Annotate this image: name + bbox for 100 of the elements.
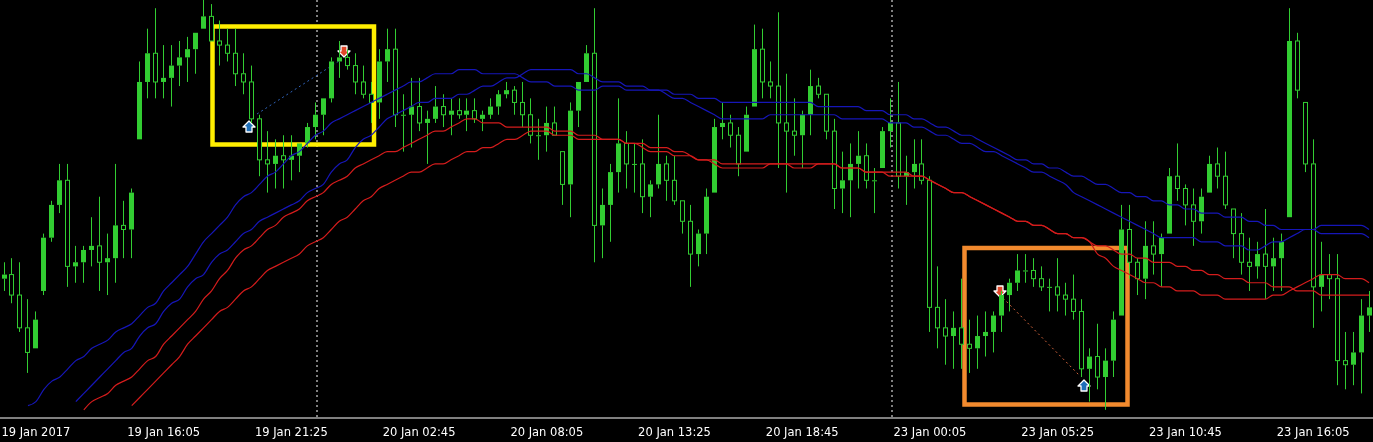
- candlestick: [520, 81, 525, 128]
- candlestick: [369, 81, 374, 124]
- candlestick: [113, 163, 118, 284]
- candlestick: [912, 138, 917, 190]
- candlestick: [720, 101, 725, 140]
- candlestick: [1351, 331, 1356, 386]
- candlestick: [1191, 188, 1196, 247]
- candlestick: [512, 85, 517, 116]
- x-tick-label: 20 Jan 08:05: [510, 425, 584, 439]
- candlestick: [616, 97, 621, 194]
- candlestick: [496, 89, 501, 116]
- candlestick: [105, 233, 110, 296]
- candlestick: [776, 11, 781, 169]
- candlestick: [1063, 282, 1068, 317]
- candlestick: [672, 155, 677, 206]
- candlestick: [1143, 220, 1148, 300]
- candlestick: [1311, 138, 1316, 329]
- candlestick: [1263, 208, 1268, 300]
- candlestick: [1199, 188, 1204, 235]
- candlestick: [1111, 310, 1116, 378]
- candlestick: [73, 245, 78, 284]
- x-tick-label: 19 Jan 21:25: [254, 425, 328, 439]
- x-tick-label: 23 Jan 10:45: [1149, 425, 1222, 439]
- candlestick: [385, 28, 390, 83]
- candlestick: [1247, 237, 1252, 292]
- x-tick-label: 23 Jan 16:05: [1276, 425, 1350, 439]
- candlestick: [784, 73, 789, 194]
- candlestick: [393, 28, 398, 128]
- candlestick: [97, 196, 102, 292]
- candlestick: [41, 233, 46, 296]
- candlestick: [177, 40, 182, 87]
- candlestick: [281, 134, 286, 190]
- candlestick: [161, 44, 166, 99]
- candlestick: [696, 228, 701, 267]
- candlestick: [1215, 147, 1220, 190]
- candlestick: [153, 7, 158, 99]
- candlestick: [959, 278, 964, 370]
- candlestick: [704, 188, 709, 255]
- candlestick: [345, 48, 350, 71]
- candlestick: [480, 110, 485, 132]
- candlestick: [1271, 237, 1276, 292]
- candlestick: [856, 130, 861, 190]
- candlestick: [457, 97, 462, 120]
- candlestick: [129, 188, 134, 259]
- candlestick: [1055, 257, 1060, 312]
- x-tick-label: 20 Jan 13:25: [638, 425, 711, 439]
- x-tick-label: 19 Jan 2017: [1, 425, 71, 439]
- candlestick: [65, 163, 70, 288]
- x-tick-label: 20 Jan 18:45: [765, 425, 839, 439]
- candlestick: [1103, 347, 1108, 411]
- candlestick: [1239, 212, 1244, 276]
- candlestick: [121, 200, 126, 259]
- candlestick: [377, 48, 382, 120]
- candlestick: [656, 114, 661, 190]
- candlestick: [1319, 241, 1324, 312]
- candlestick: [1087, 347, 1092, 403]
- candlestick: [1095, 323, 1100, 390]
- candlestick: [1047, 278, 1052, 312]
- candlestick: [472, 97, 477, 124]
- candlestick: [401, 93, 406, 153]
- candlestick: [249, 65, 254, 124]
- candlestick: [1183, 183, 1188, 226]
- candlestick: [241, 52, 246, 95]
- candlestick: [233, 28, 238, 87]
- candlestick: [1335, 253, 1340, 386]
- candlestick: [145, 28, 150, 99]
- candlestick: [792, 97, 797, 157]
- candlestick: [808, 69, 813, 136]
- candlestick: [975, 315, 980, 370]
- candlestick: [1023, 253, 1028, 284]
- candlestick: [999, 290, 1004, 333]
- candlestick: [25, 298, 30, 374]
- candlestick: [2, 261, 7, 292]
- candlestick: [1031, 257, 1036, 288]
- candlestick: [1127, 204, 1132, 280]
- candlestick: [1079, 298, 1084, 378]
- candlestick: [896, 81, 901, 190]
- candlestick: [488, 97, 493, 120]
- candlestick: [632, 142, 637, 194]
- candlestick: [1175, 142, 1180, 202]
- candlestick: [273, 138, 278, 190]
- x-tick-label: 23 Jan 05:25: [1021, 425, 1095, 439]
- candlestick: [337, 40, 342, 79]
- candlestick: [624, 130, 629, 190]
- candlestick: [1007, 278, 1012, 312]
- candlestick: [888, 97, 893, 149]
- candlestick: [17, 261, 22, 333]
- candlestick: [840, 151, 845, 214]
- candlestick: [864, 142, 869, 190]
- candlestick: [760, 28, 765, 99]
- candlestick: [49, 200, 54, 243]
- candlestick: [991, 310, 996, 353]
- candlestick: [329, 56, 334, 103]
- candlestick: [688, 204, 693, 288]
- candlestick: [1071, 274, 1076, 321]
- candlestick: [265, 130, 270, 194]
- candlestick: [768, 60, 773, 99]
- x-tick-label: 23 Jan 00:05: [893, 425, 967, 439]
- candlestick: [1359, 298, 1364, 394]
- x-tick-label: 20 Jan 02:45: [382, 425, 456, 439]
